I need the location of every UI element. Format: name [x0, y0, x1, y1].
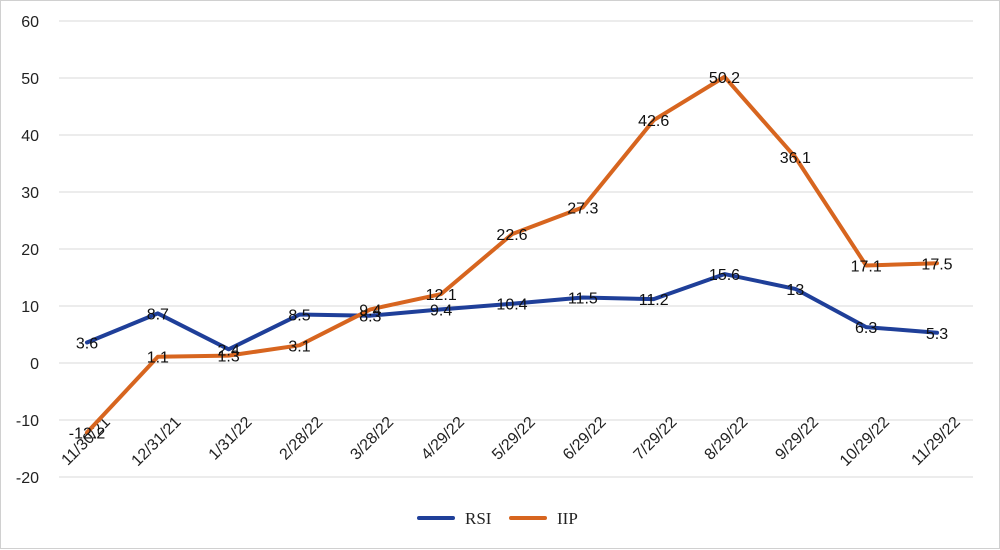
x-tick-label: 6/29/22 — [560, 414, 610, 464]
data-label-iip: 9.4 — [359, 302, 381, 319]
series-layer — [85, 74, 939, 435]
series-line-rsi — [85, 272, 939, 352]
data-label-rsi: 10.4 — [496, 297, 527, 314]
data-label-iip: 36.1 — [780, 150, 811, 167]
y-tick-label: -20 — [16, 470, 39, 487]
data-label-rsi: 8.5 — [288, 308, 310, 325]
x-tick-label: 1/31/22 — [206, 414, 256, 464]
data-label-rsi: 8.7 — [147, 306, 169, 323]
y-tick-label: 40 — [21, 128, 39, 145]
data-label-iip: 22.6 — [496, 227, 527, 244]
y-tick-label: 20 — [21, 242, 39, 259]
data-label-iip: 3.1 — [288, 338, 310, 355]
data-label-rsi: 5.3 — [926, 326, 948, 343]
data-label-rsi: 8.3 — [359, 309, 381, 326]
data-label-iip: 50.2 — [709, 70, 740, 87]
data-label-rsi: 15.6 — [709, 267, 740, 284]
data-label-iip: 12.1 — [426, 287, 457, 304]
x-tick-label: 9/29/22 — [772, 414, 822, 464]
y-tick-label: 50 — [21, 71, 39, 88]
x-tick-label: 3/28/22 — [347, 414, 397, 464]
data-label-iip: 42.6 — [638, 113, 669, 130]
data-label-iip: 17.1 — [851, 259, 882, 276]
data-label-iip: -12.2 — [69, 426, 106, 443]
data-label-rsi: 6.3 — [855, 320, 877, 337]
legend: RSI IIP — [417, 509, 578, 528]
series-line-iip — [85, 74, 939, 435]
y-tick-label: -10 — [16, 413, 39, 430]
data-label-rsi: 13 — [786, 282, 804, 299]
x-tick-label: 8/29/22 — [702, 414, 752, 464]
data-label-iip: 1.1 — [147, 350, 169, 367]
data-label-iip: 17.5 — [921, 256, 952, 273]
y-tick-label: 30 — [21, 185, 39, 202]
data-label-iip: 1.3 — [218, 349, 240, 366]
x-tick-label: 11/29/22 — [909, 414, 964, 469]
data-label-iip: 27.3 — [567, 200, 598, 217]
y-tick-label: 60 — [21, 14, 39, 31]
data-label-rsi: 9.4 — [430, 302, 452, 319]
data-label-rsi: 11.5 — [568, 290, 598, 307]
data-label-rsi: 11.2 — [639, 292, 669, 309]
x-tick-label: 4/29/22 — [418, 414, 468, 464]
y-axis-ticks: -20 -10 0 10 20 30 40 50 60 — [16, 14, 39, 487]
x-tick-label: 12/31/21 — [129, 414, 185, 470]
x-tick-label: 5/29/22 — [489, 414, 539, 464]
data-label-rsi: 3.6 — [76, 335, 98, 352]
x-tick-label: 10/29/22 — [837, 414, 893, 470]
grid-layer — [59, 20, 973, 478]
legend-label-iip: IIP — [557, 509, 578, 528]
x-tick-label: 2/28/22 — [277, 414, 327, 464]
x-tick-label: 7/29/22 — [631, 414, 681, 464]
legend-label-rsi: RSI — [465, 509, 492, 528]
y-tick-label: 10 — [21, 299, 39, 316]
x-axis-ticks: 11/30/21 12/31/21 1/31/22 2/28/22 3/28/22 4/2… — [59, 414, 964, 470]
data-label-rsi: 2.4 — [218, 342, 240, 359]
y-tick-label: 0 — [30, 356, 39, 373]
